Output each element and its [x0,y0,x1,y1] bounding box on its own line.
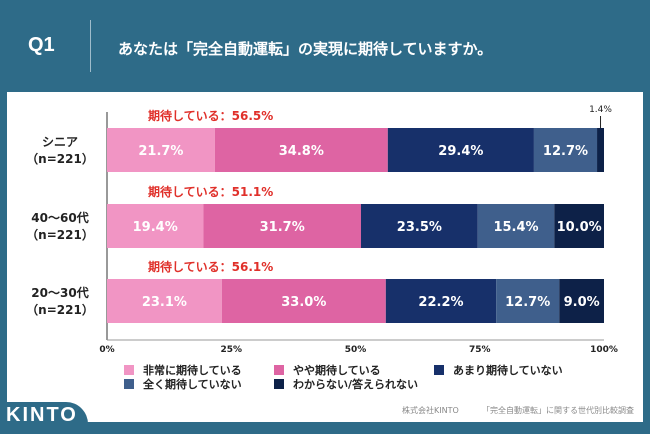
logo-tab [0,402,88,434]
bar-segment [107,128,215,172]
expect-annotation: 期待している：56.1% [148,259,273,274]
data-label: 23.1% [142,295,187,310]
legend-swatch [274,379,284,389]
legend-label: あまり期待していない [453,364,563,377]
data-label: 10.0% [557,220,602,235]
legend-item: わからない/答えられない [274,376,418,392]
legend-swatch [434,365,444,375]
bar-segment [221,279,386,323]
data-label: 12.7% [543,144,588,159]
bar-segment [203,204,361,248]
legend-item: あまり期待していない [434,362,563,378]
legend-label: やや期待している [293,364,381,377]
data-label: 1.4% [589,105,612,115]
bar-segment [496,279,560,323]
bar-segment [533,128,598,172]
legend-label: 非常に期待している [143,364,242,377]
data-label: 12.7% [505,295,550,310]
bar-segment [477,204,555,248]
bar-segment [214,128,388,172]
bar-segment [107,204,204,248]
data-label: 15.4% [493,220,538,235]
x-tick-label: 50% [345,345,367,355]
question-number: Q1 [28,34,55,56]
divider [90,20,91,72]
category-label: （n=221） [26,151,94,166]
footer-survey: 「完全自動運転」に関する世代別比較調査 [482,406,634,415]
legend-swatch [124,379,134,389]
bar-segment [107,279,222,323]
expect-annotation: 期待している：56.5% [148,108,273,123]
legend-label: 全く期待していない [143,378,242,391]
footer-company: 株式会社KINTO [402,406,459,415]
data-label: 22.2% [418,295,463,310]
bar-segment [387,128,534,172]
data-label: 29.4% [438,144,483,159]
expect-annotation: 期待している：51.1% [148,184,273,199]
legend-swatch [124,365,134,375]
data-label: 31.7% [260,220,305,235]
legend-label: わからない/答えられない [293,378,419,391]
data-label: 34.8% [279,144,324,159]
x-tick-label: 100% [590,345,618,355]
bar-segment [360,204,478,248]
data-label: 19.4% [133,220,178,235]
data-label: 33.0% [281,295,326,310]
bar-segment [385,279,497,323]
legend-item: やや期待している [274,362,381,378]
category-label: 40〜60代 [31,210,88,225]
legend-item: 全く期待していない [124,376,242,392]
question-title: あなたは「完全自動運転」の実現に期待していますか。 [118,40,493,58]
legend-swatch [274,365,284,375]
kinto-logo: KINTO [6,404,78,426]
x-tick-label: 0% [99,345,114,355]
data-label: 21.7% [138,144,183,159]
data-label: 9.0% [564,295,600,310]
category-label: （n=221） [26,227,94,242]
bar-segment [554,204,604,248]
x-tick-label: 25% [220,345,242,355]
x-tick-label: 75% [469,345,491,355]
category-label: シニア [42,135,78,149]
bar-segment [559,279,604,323]
category-label: 20〜30代 [31,285,88,300]
legend-item: 非常に期待している [124,362,242,378]
data-label: 23.5% [397,220,442,235]
bar-segment [597,128,604,172]
category-label: （n=221） [26,302,94,317]
